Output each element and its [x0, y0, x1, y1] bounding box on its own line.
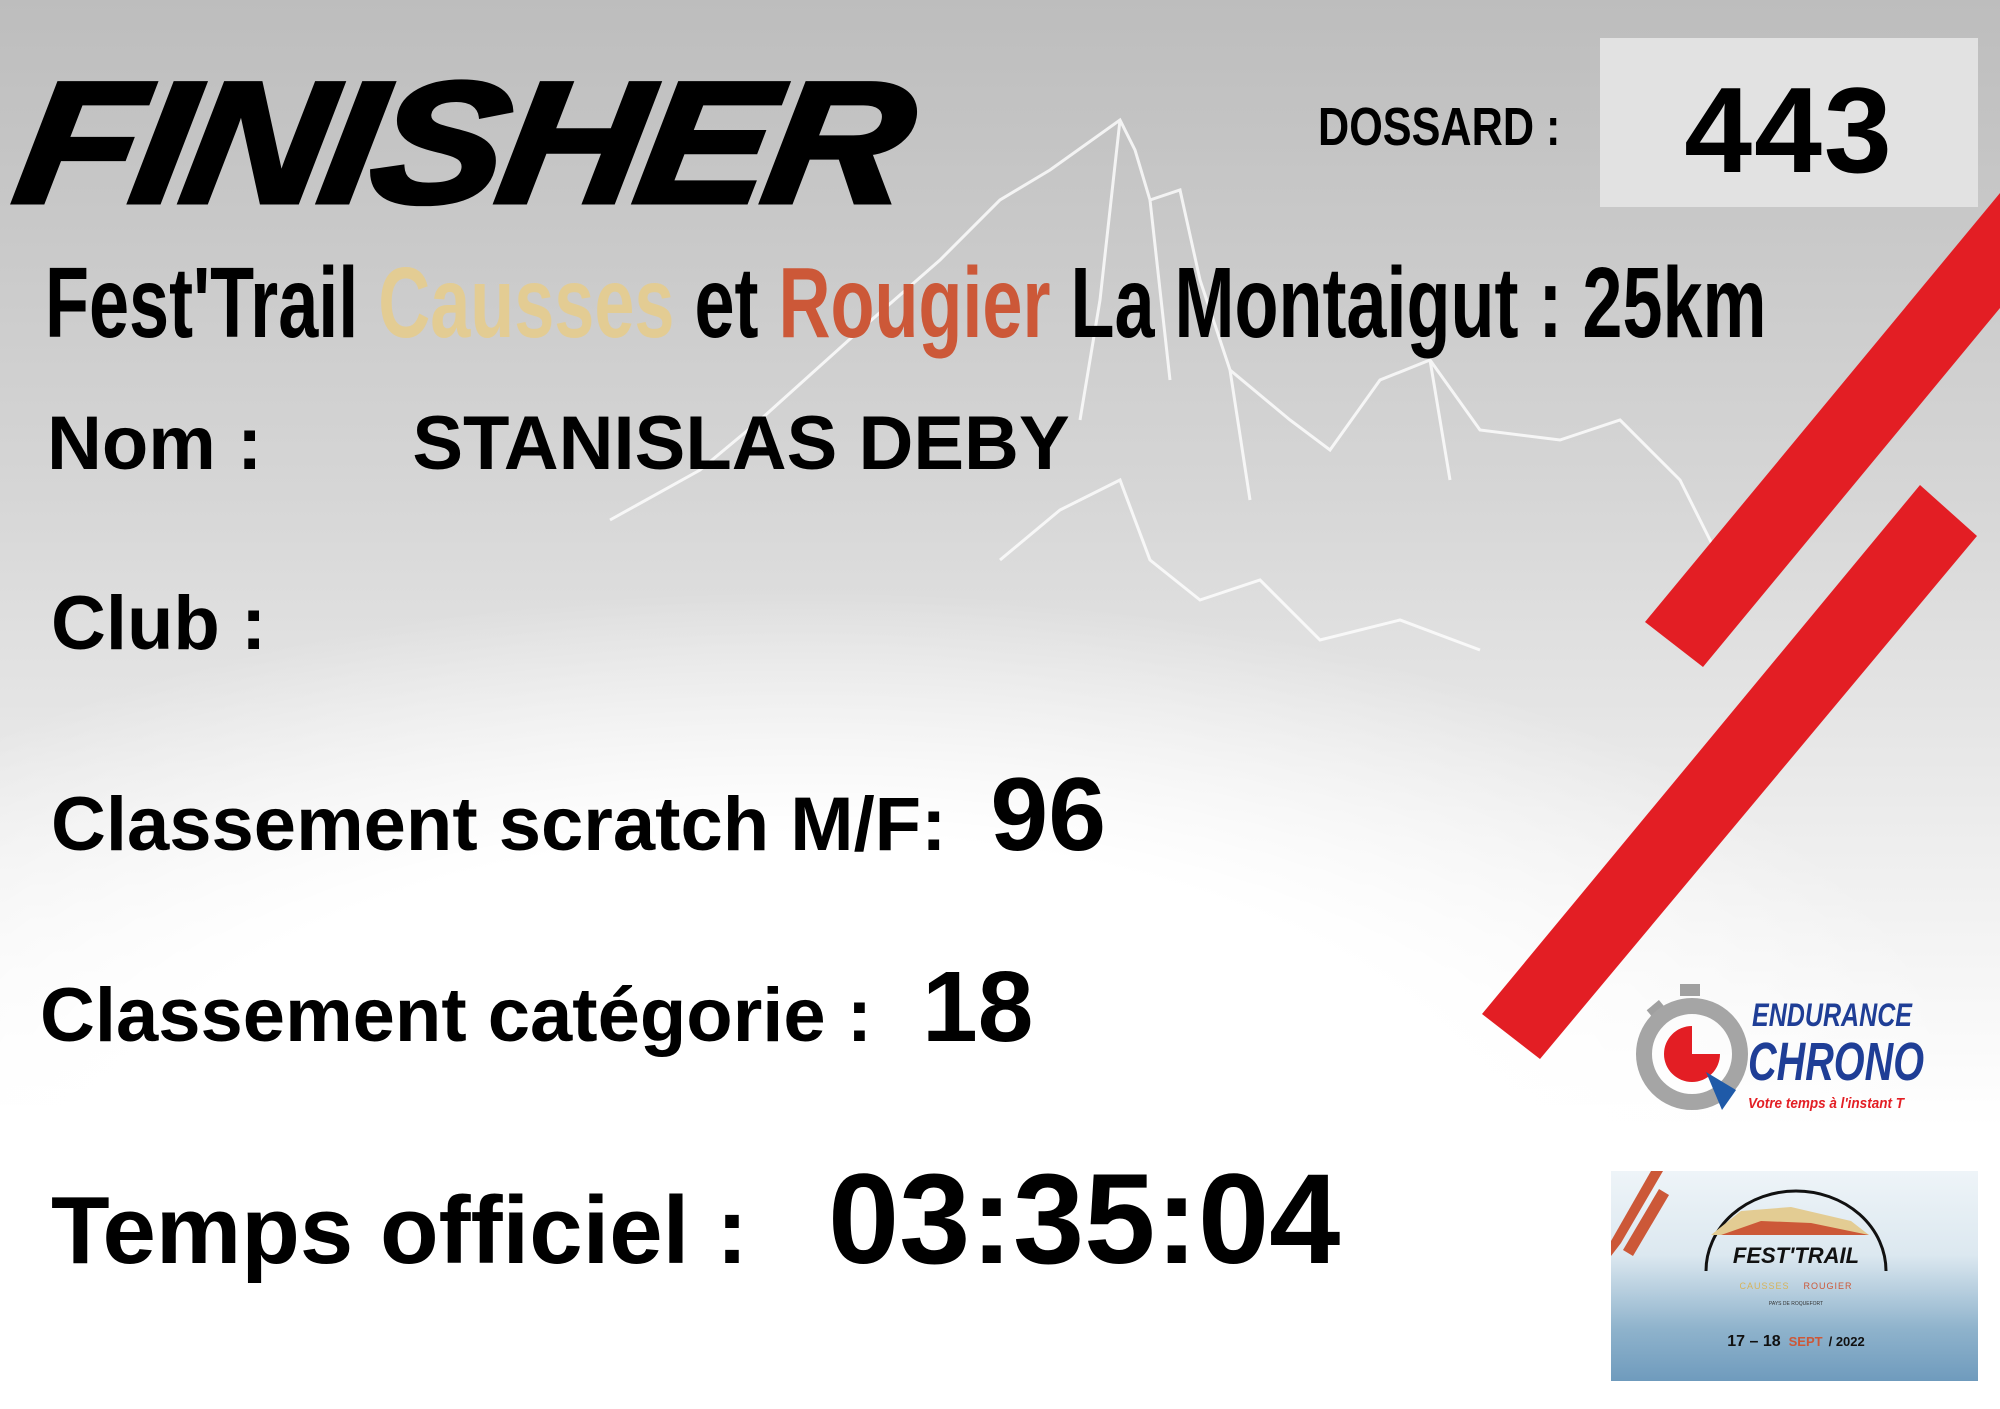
temps-label: Temps officiel : [51, 1177, 748, 1284]
dossard-label: DOSSARD : [1318, 97, 1561, 157]
event-title-rougier: Rougier [778, 247, 1051, 359]
nom-value: STANISLAS DEBY [412, 401, 1070, 486]
temps-row: Temps officiel : 03:35:04 [51, 1146, 1340, 1293]
ec-tagline: Votre temps à l'instant T [1748, 1095, 1906, 1112]
ft-sub: PAYS DE ROQUEFORT [1769, 1301, 1823, 1307]
event-title-part: La Montaigut : 25km [1050, 247, 1767, 359]
red-stripe-upper [1645, 193, 2000, 667]
nom-label: Nom : [47, 401, 263, 486]
ft-causses-rougier: CAUSSES ROUGIER [1739, 1281, 1852, 1291]
scratch-value: 96 [990, 757, 1107, 873]
ec-line2: CHRONO [1748, 1032, 1924, 1092]
club-row: Club : [51, 580, 266, 667]
ft-date-line: 17 – 18 SEPT / 2022 [1727, 1333, 1865, 1350]
dossard-box: 443 [1600, 38, 1978, 207]
club-label: Club : [51, 581, 267, 666]
ec-line1: ENDURANCE [1752, 997, 1913, 1033]
event-title-part: et [674, 247, 779, 359]
categorie-value: 18 [922, 951, 1034, 1063]
ft-name: FEST'TRAIL [1733, 1243, 1859, 1268]
ft-causses: CAUSSES [1739, 1281, 1789, 1291]
event-title: Fest'Trail Causses et Rougier La Montaig… [45, 246, 1767, 361]
ft-dates: 17 – 18 [1727, 1333, 1780, 1350]
temps-value: 03:35:04 [827, 1148, 1341, 1291]
finisher-title: FINISHER [2, 44, 925, 241]
red-stripe-lower [1482, 485, 1977, 1059]
nom-row: Nom : STANISLAS DEBY [47, 400, 1070, 487]
endurance-chrono-logo: ENDURANCE CHRONO Votre temps à l'instant… [1636, 984, 1924, 1112]
dossard-number: 443 [1684, 62, 1894, 198]
scratch-label: Classement scratch M/F: [51, 782, 947, 867]
ft-month: SEPT [1789, 1334, 1823, 1349]
ft-rougier: ROUGIER [1804, 1281, 1853, 1291]
scratch-row: Classement scratch M/F: 96 [51, 756, 1106, 875]
categorie-label: Classement catégorie : [40, 973, 873, 1058]
fest-trail-logo: FEST'TRAIL CAUSSES ROUGIER PAYS DE ROQUEF… [1611, 1171, 1978, 1381]
event-title-part: Fest'Trail [45, 247, 379, 359]
event-title-causses: Causses [378, 247, 675, 359]
ft-year: / 2022 [1829, 1334, 1865, 1349]
categorie-row: Classement catégorie : 18 [40, 950, 1033, 1065]
